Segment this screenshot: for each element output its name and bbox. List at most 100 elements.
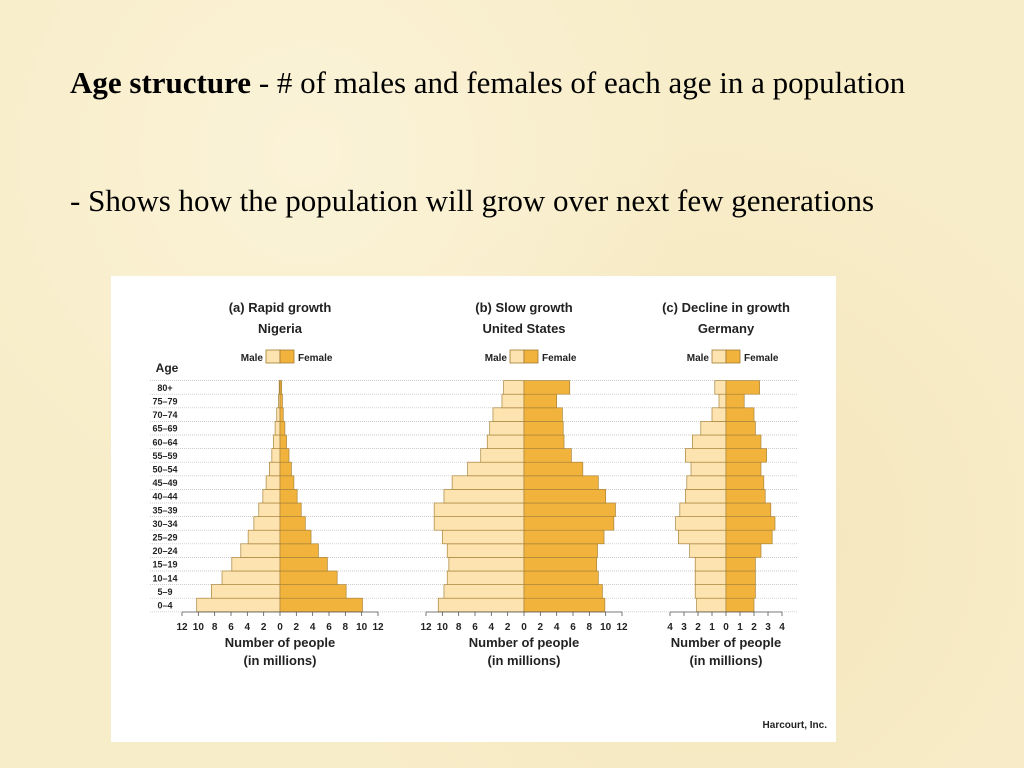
bar (279, 489, 298, 504)
x-tick-label: 2 (751, 622, 757, 633)
bar (486, 434, 525, 449)
bar (480, 448, 525, 463)
y-tick-label: 40–44 (152, 492, 177, 502)
bar (523, 393, 558, 409)
x-tick-label: 1 (709, 622, 715, 633)
legend-label: Male (687, 353, 710, 364)
bar (690, 461, 727, 477)
chart-title: (c) Decline in growth (662, 300, 790, 315)
bar (718, 393, 727, 409)
legend-label: Male (241, 353, 264, 364)
y-tick-label: 25–29 (152, 533, 177, 543)
x-axis-title: (in millions) (690, 653, 763, 668)
bar (492, 407, 525, 422)
chart-title: (b) Slow growth (475, 300, 573, 315)
x-tick-label: 4 (310, 622, 316, 633)
y-tick-label: 55–59 (152, 451, 177, 461)
x-tick-label: 2 (538, 622, 544, 633)
chart-title: (a) Rapid growth (229, 300, 332, 315)
bar (523, 407, 563, 422)
bar (692, 434, 727, 449)
x-tick-label: 8 (456, 622, 462, 633)
bar (240, 543, 281, 558)
bar (279, 502, 302, 517)
bar (231, 557, 281, 572)
bar (279, 516, 306, 531)
x-axis-title: (in millions) (244, 653, 317, 668)
definition-text: - # of males and females of each age in … (251, 65, 906, 100)
bar (725, 597, 755, 613)
x-tick-label: 10 (437, 622, 449, 633)
bar (279, 407, 284, 422)
bar (437, 597, 525, 613)
bar (685, 448, 727, 463)
bar (725, 421, 756, 436)
y-tick-label: 20–24 (152, 546, 177, 556)
x-tick-label: 6 (228, 622, 234, 633)
x-tick-label: 4 (667, 622, 673, 633)
bar (279, 380, 282, 395)
bar (451, 475, 525, 490)
x-tick-label: 8 (343, 622, 349, 633)
bar (725, 543, 762, 558)
bar (501, 393, 525, 409)
bar (274, 421, 281, 436)
bar (446, 570, 525, 585)
x-tick-label: 8 (212, 622, 218, 633)
y-tick-label: 80+ (157, 383, 172, 393)
y-tick-label: 15–19 (152, 560, 177, 570)
x-tick-label: 4 (554, 622, 560, 633)
x-tick-label: 10 (356, 622, 368, 633)
bar (279, 557, 328, 572)
bar (679, 502, 727, 517)
bar (725, 516, 776, 531)
bar (448, 557, 525, 572)
x-tick-label: 12 (420, 622, 432, 633)
bar (694, 557, 727, 572)
bar (523, 502, 616, 517)
bar (694, 570, 727, 585)
bar (443, 489, 525, 504)
bar (694, 584, 727, 599)
bar (279, 570, 338, 585)
bar (523, 448, 572, 463)
bar (489, 421, 525, 436)
x-tick-label: 0 (723, 622, 729, 633)
x-tick-label: 1 (737, 622, 743, 633)
bar (262, 489, 281, 504)
legend-swatch (509, 349, 525, 364)
bar (433, 516, 525, 531)
bar (503, 380, 525, 395)
x-tick-label: 4 (779, 622, 785, 633)
bar (279, 434, 287, 449)
bar (279, 448, 290, 463)
x-axis-title: Number of people (225, 635, 336, 650)
legend-label: Male (485, 353, 508, 364)
bar (211, 584, 281, 599)
y-tick-label: 5–9 (157, 587, 172, 597)
bar (273, 434, 281, 449)
bar (279, 584, 347, 599)
bar (725, 557, 756, 572)
y-axis-title: Age (156, 361, 179, 375)
x-tick-label: 2 (505, 622, 511, 633)
y-tick-label: 65–69 (152, 424, 177, 434)
bar (279, 543, 319, 558)
bar (678, 529, 727, 545)
x-tick-label: 4 (489, 622, 495, 633)
bar (725, 393, 745, 409)
bar (196, 597, 281, 613)
bar (725, 461, 762, 477)
x-tick-label: 12 (176, 622, 188, 633)
legend-label: Female (744, 353, 779, 364)
bar (725, 380, 760, 395)
bar (523, 584, 603, 599)
bar (725, 570, 756, 585)
definition: Age structure - # of males and females o… (70, 60, 980, 106)
x-tick-label: 4 (245, 622, 251, 633)
x-tick-label: 3 (681, 622, 687, 633)
bar (523, 570, 599, 585)
y-tick-label: 10–14 (152, 573, 177, 583)
bar (265, 475, 281, 490)
